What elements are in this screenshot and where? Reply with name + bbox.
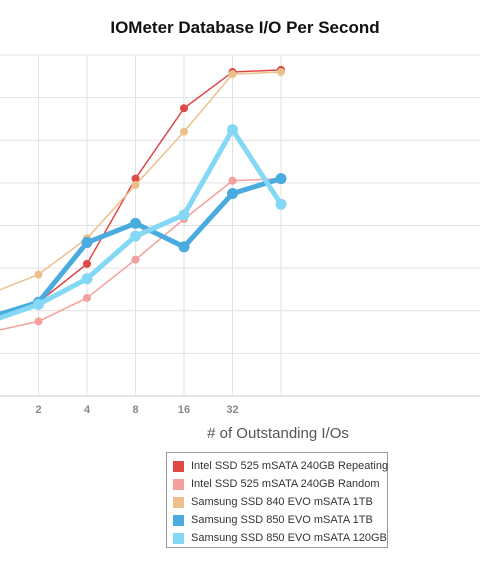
legend-item: Intel SSD 525 mSATA 240GB Random	[173, 475, 387, 493]
data-point	[130, 217, 141, 229]
series-3	[0, 173, 287, 317]
data-point	[83, 259, 91, 268]
legend-label: Samsung SSD 850 EVO mSATA 1TB	[191, 514, 373, 526]
legend-swatch	[173, 514, 184, 526]
data-point	[227, 188, 238, 200]
x-axis-label: # of Outstanding I/Os	[207, 425, 349, 442]
legend-label: Samsung SSD 840 EVO mSATA 1TB	[191, 496, 373, 508]
legend-swatch	[173, 532, 184, 544]
legend-swatch	[173, 496, 184, 508]
data-point	[228, 176, 237, 185]
data-point	[131, 255, 140, 264]
legend-item: Samsung SSD 840 EVO mSATA 1TB	[173, 493, 387, 511]
legend: Intel SSD 525 mSATA 240GB Repeating Intel…	[166, 452, 388, 548]
data-point	[131, 174, 140, 183]
data-point	[180, 127, 188, 136]
x-tick-label: 4	[84, 404, 91, 416]
data-point	[33, 298, 44, 310]
x-tick-label: 16	[178, 404, 190, 416]
legend-label: Samsung SSD 850 EVO mSATA 120GB	[191, 532, 387, 544]
x-tick-label: 8	[132, 404, 138, 416]
legend-swatch	[173, 460, 184, 472]
series-line	[0, 176, 284, 317]
grid	[0, 54, 480, 397]
data-point	[227, 124, 238, 136]
legend-item: Intel SSD 525 mSATA 240GB Repeating	[173, 457, 389, 475]
x-tick-label: 32	[226, 404, 238, 416]
legend-item: Samsung SSD 850 EVO mSATA 120GB	[173, 529, 387, 547]
data-point	[178, 209, 190, 221]
data-point	[81, 273, 93, 285]
data-point	[131, 181, 140, 190]
legend-item: Samsung SSD 850 EVO mSATA 1TB	[173, 511, 387, 529]
series-layer	[0, 65, 287, 331]
data-point	[81, 237, 93, 249]
series-2	[0, 68, 285, 291]
data-point	[34, 270, 43, 279]
data-point	[83, 293, 91, 302]
data-point	[275, 198, 287, 210]
series-line	[0, 177, 282, 331]
legend-swatch	[173, 478, 184, 490]
x-tick-label: 2	[35, 404, 41, 416]
data-point	[178, 241, 190, 253]
chart-title: IOMeter Database I/O Per Second	[110, 18, 380, 37]
data-point	[34, 317, 43, 326]
data-point	[130, 230, 141, 242]
data-point	[180, 104, 188, 113]
x-axis-ticks: 2 4 8 16 32	[35, 404, 238, 416]
data-point	[277, 68, 285, 77]
data-point	[228, 70, 237, 79]
legend-label: Intel SSD 525 mSATA 240GB Repeating	[191, 460, 389, 472]
series-1	[0, 174, 285, 331]
data-point	[275, 173, 287, 185]
legend-label: Intel SSD 525 mSATA 240GB Random	[191, 478, 380, 490]
series-4	[0, 124, 287, 321]
